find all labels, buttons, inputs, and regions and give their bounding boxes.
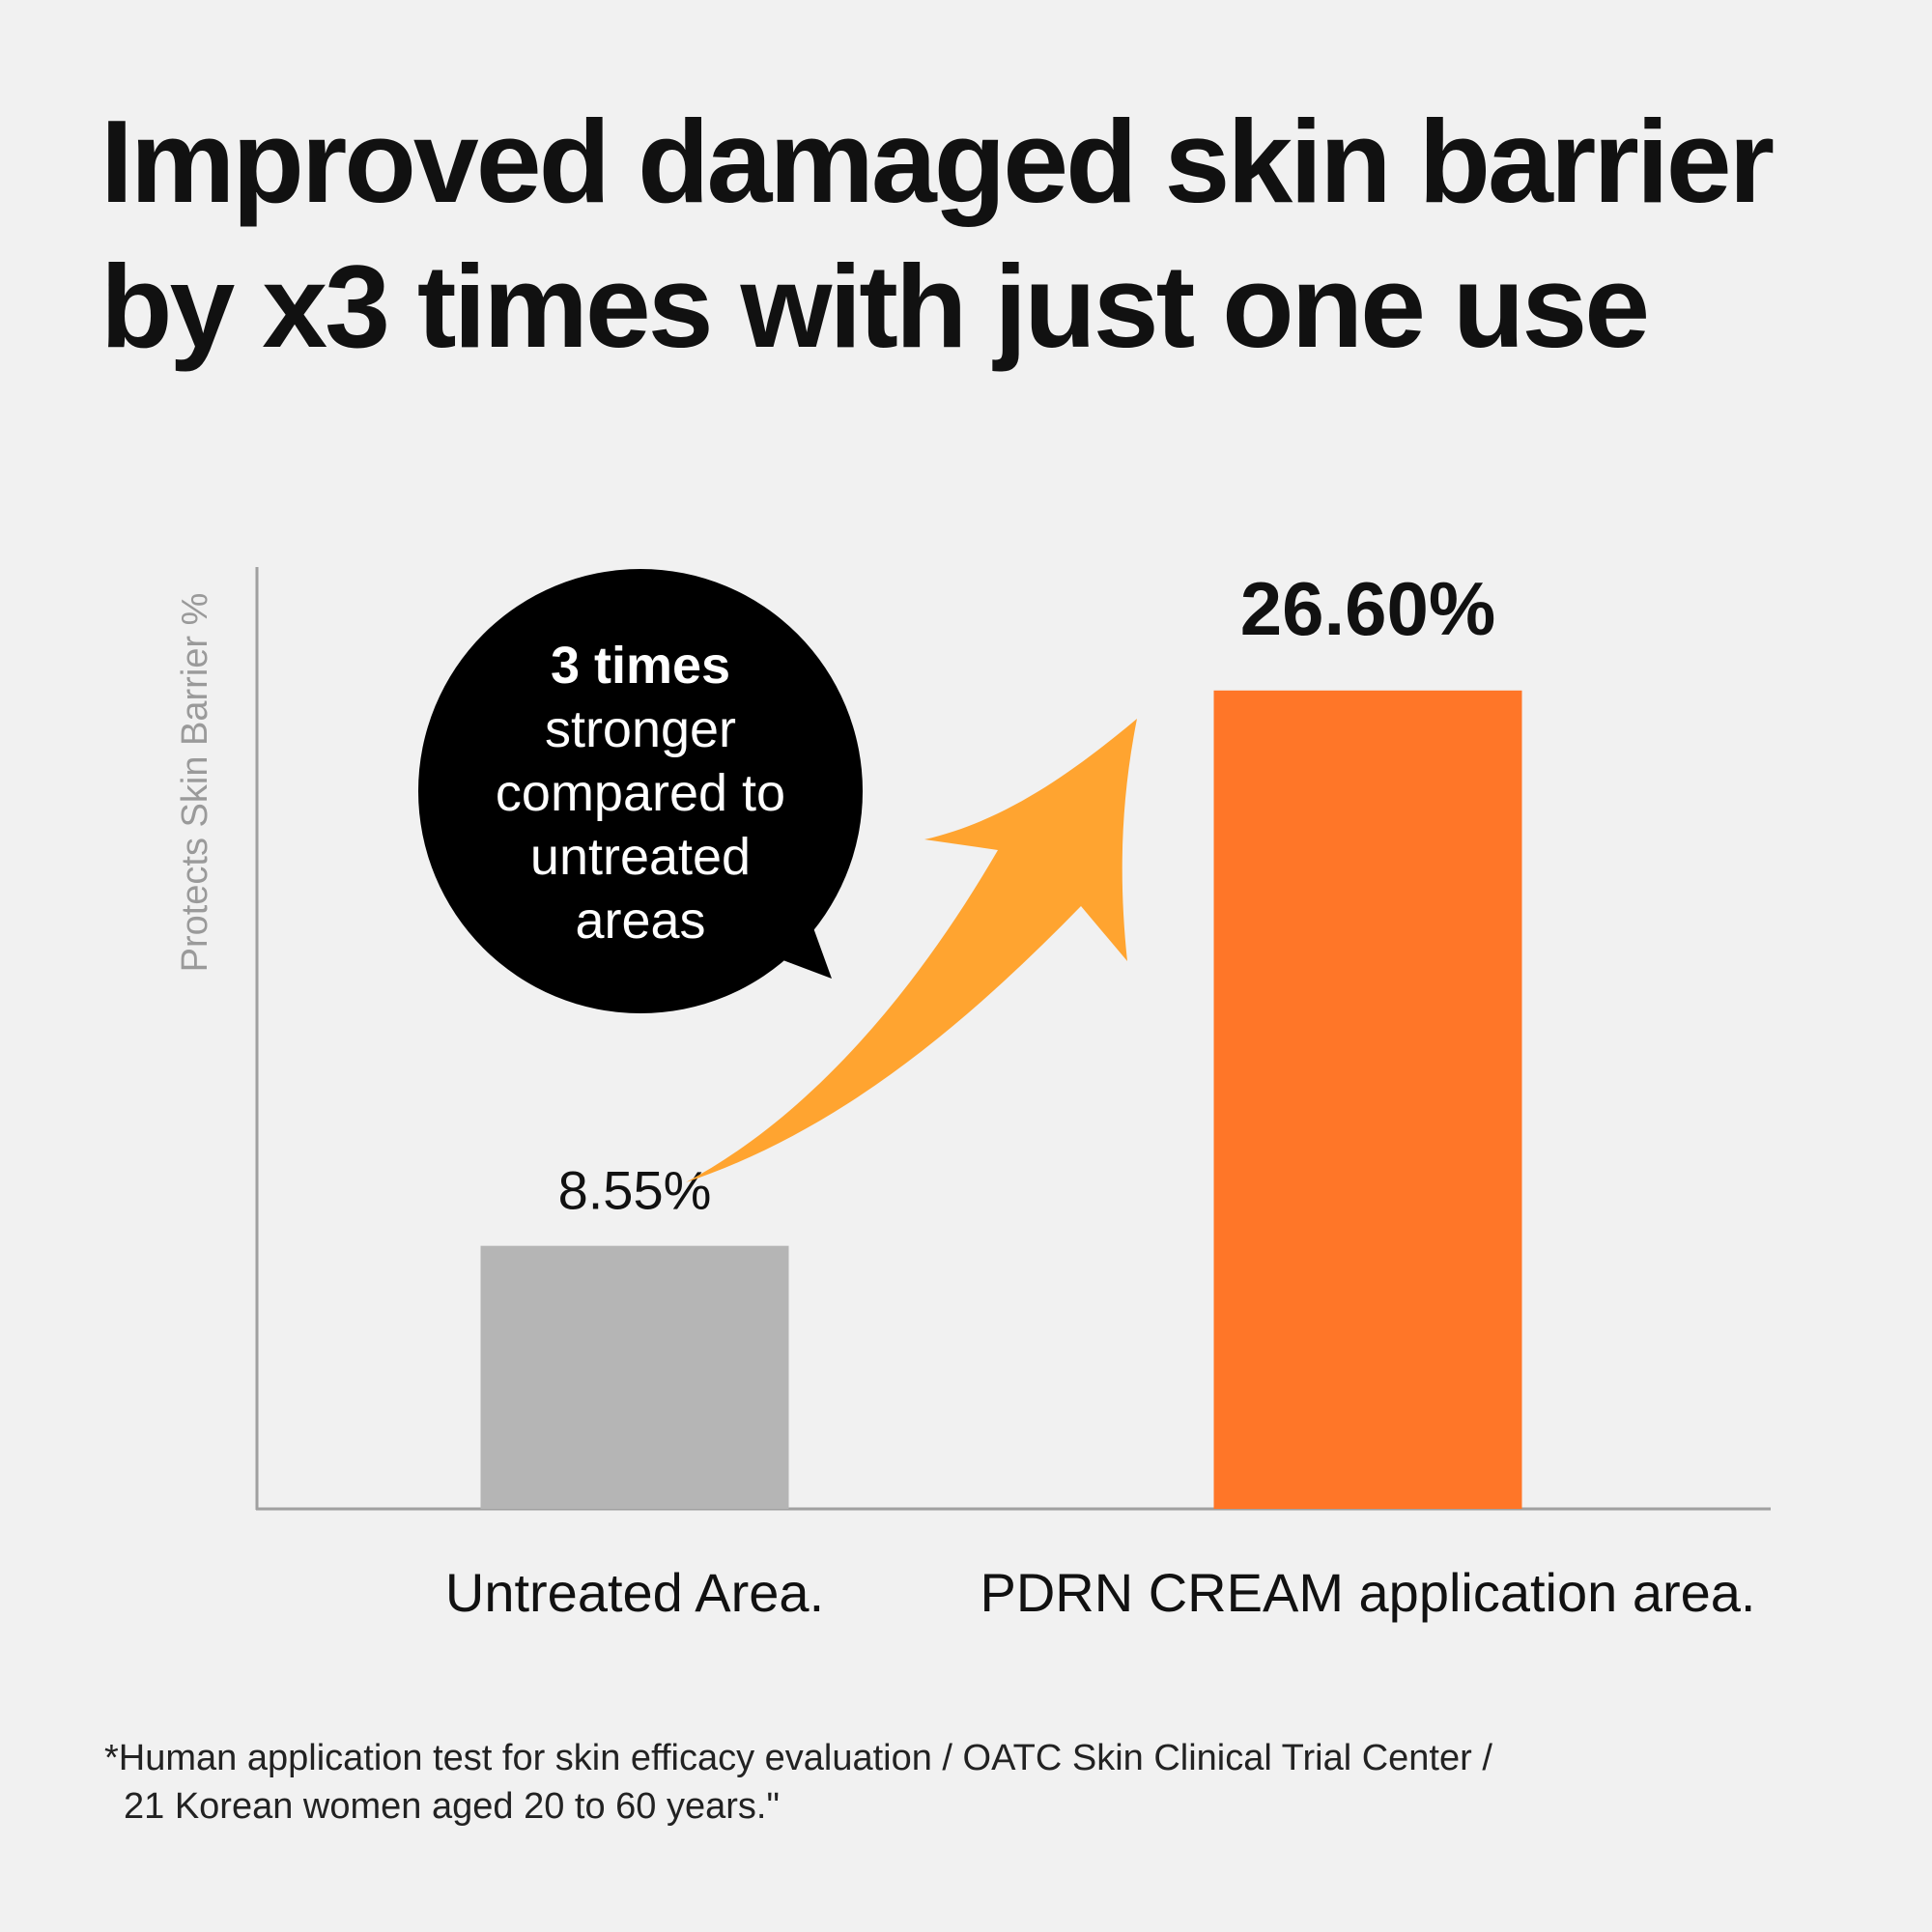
y-axis-label: Protects Skin Barrier % <box>175 593 215 973</box>
category-label-2: PDRN CREAM application area. <box>980 1562 1756 1623</box>
bar-2 <box>1213 690 1522 1509</box>
callout-line-4: untreated <box>530 828 751 886</box>
value-label-1: 8.55% <box>558 1160 712 1221</box>
callout-line-2: stronger <box>545 700 736 758</box>
footnote-line-2: 21 Korean women aged 20 to 60 years." <box>124 1786 780 1827</box>
callout-line-5: areas <box>575 892 705 950</box>
up-arrow-icon <box>686 719 1137 1182</box>
callout-line-3: compared to <box>496 764 785 822</box>
category-label-1: Untreated Area. <box>445 1562 824 1623</box>
callout-circle <box>418 569 863 1013</box>
value-label-2: 26.60% <box>1240 566 1496 651</box>
footnote-line-1: *Human application test for skin efficac… <box>104 1738 1492 1778</box>
page-title: Improved damaged skin barrier by x3 time… <box>100 89 1775 379</box>
title-line-2: by x3 times with just one use <box>100 241 1650 372</box>
footnote: *Human application test for skin efficac… <box>104 1734 1492 1831</box>
callout-tail <box>773 923 832 979</box>
bar-1 <box>480 1245 789 1509</box>
callout-line-1: 3 times <box>551 637 730 695</box>
title-line-1: Improved damaged skin barrier <box>100 96 1775 227</box>
